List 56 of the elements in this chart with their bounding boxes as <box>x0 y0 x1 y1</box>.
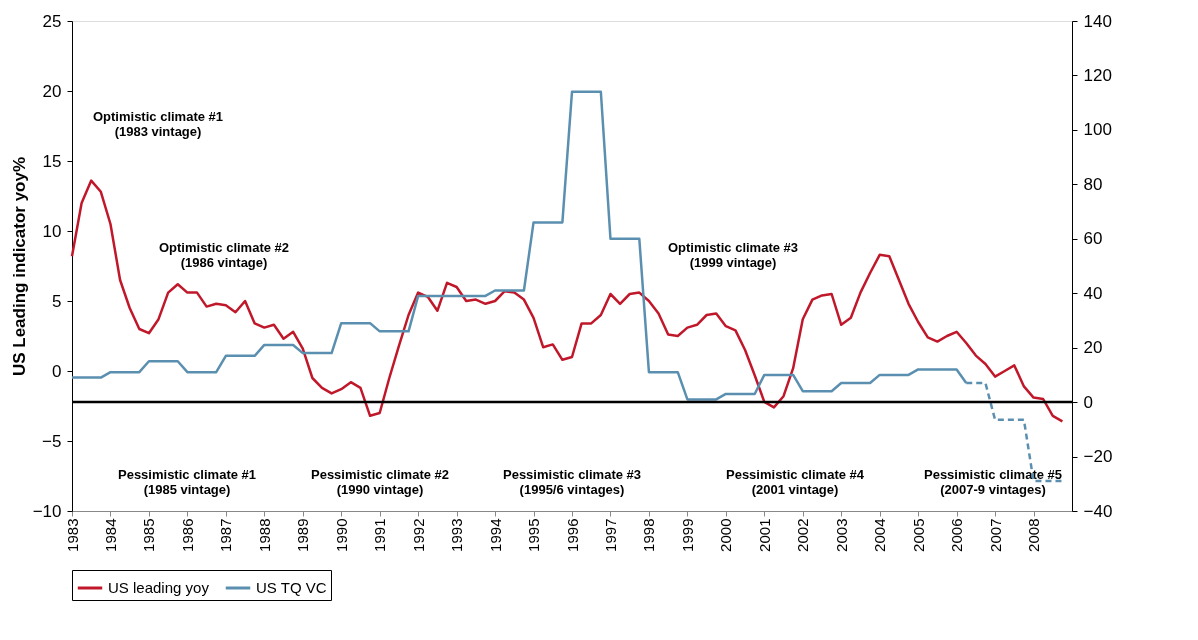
x-tick-label: 2004 <box>871 518 889 552</box>
annotation: Pessimistic climate #3 (1995/6 vintages) <box>502 466 642 497</box>
x-tick-label: 1998 <box>640 518 658 552</box>
line-series <box>70 179 1064 423</box>
y2-tick-label: −40 <box>1083 501 1113 521</box>
y2-tick-label: 60 <box>1083 229 1103 249</box>
x-tick-label: 1991 <box>371 518 389 552</box>
x-tick-label: 1986 <box>178 518 196 552</box>
y-tick-label: −5 <box>42 431 62 451</box>
x-tick-label: 2002 <box>794 518 812 552</box>
y-tick-label: 20 <box>42 81 62 101</box>
x-tick-label: 2008 <box>1025 518 1043 552</box>
x-tick-label: 2005 <box>909 518 927 552</box>
x-tick-label: 1996 <box>563 518 581 552</box>
x-tick-label: 1995 <box>525 518 543 552</box>
y-tick-label: 0 <box>52 361 62 381</box>
y2-tick-label: 80 <box>1083 174 1103 194</box>
x-tick-label: 1985 <box>140 518 158 552</box>
x-tick-label: 2007 <box>986 518 1004 552</box>
x-tick-label: 2001 <box>755 518 773 552</box>
x-tick-label: 2000 <box>717 518 735 552</box>
annotation: Pessimistic climate #1 (1985 vintage) <box>117 466 257 497</box>
x-tick-label: 2003 <box>832 518 850 552</box>
y-tick-label: −10 <box>32 501 62 521</box>
y2-tick-label: 100 <box>1083 120 1112 140</box>
x-tick-label: 1997 <box>601 518 619 552</box>
y-tick-label: 25 <box>42 11 62 31</box>
x-tick-label: 1989 <box>294 518 312 552</box>
y2-tick-label: 140 <box>1083 11 1112 31</box>
x-tick-label: 1994 <box>486 518 504 552</box>
x-tick-label: 1983 <box>63 518 81 552</box>
x-tick-label: 1984 <box>101 518 119 552</box>
y2-tick-label: −20 <box>1083 447 1113 467</box>
annotation: Optimistic climate #2 (1986 vintage) <box>158 239 290 270</box>
annotation: Pessimistic climate #5 (2007-9 vintages) <box>923 466 1063 497</box>
y2-tick-label: 20 <box>1083 338 1103 358</box>
annotation: Optimistic climate #1 (1983 vintage) <box>92 108 224 139</box>
y-tick-label: 15 <box>42 151 62 171</box>
annotation: Optimistic climate #3 (1999 vintage) <box>667 239 799 270</box>
y-tick-label: 5 <box>52 291 62 311</box>
y2-tick-label: 120 <box>1083 65 1112 85</box>
annotation: Pessimistic climate #2 (1990 vintage) <box>310 466 450 497</box>
y2-tick-label: 40 <box>1083 283 1103 303</box>
x-tick-label: 1988 <box>255 518 273 552</box>
x-tick-label: 1992 <box>409 518 427 552</box>
x-tick-label: 2006 <box>948 518 966 552</box>
x-tick-label: 1990 <box>332 518 350 552</box>
x-tick-label: 1993 <box>448 518 466 552</box>
legend-label: US TQ VC <box>256 579 327 596</box>
y-axis-title: US Leading indicator yoy% <box>9 156 29 377</box>
legend-label: US leading yoy <box>108 579 210 596</box>
x-tick-label: 1987 <box>217 518 235 552</box>
y2-tick-label: 0 <box>1083 392 1093 412</box>
annotation: Pessimistic climate #4 (2001 vintage) <box>725 466 865 497</box>
y-tick-label: 10 <box>42 221 62 241</box>
x-tick-label: 1999 <box>678 518 696 552</box>
